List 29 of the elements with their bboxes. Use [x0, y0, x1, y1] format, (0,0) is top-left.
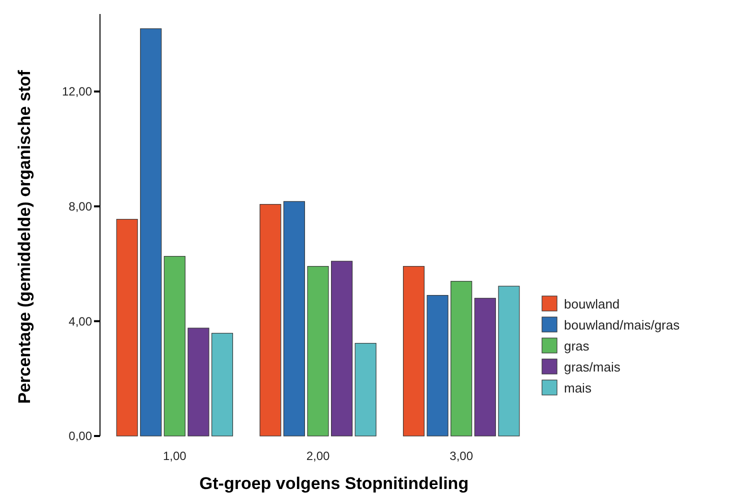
x-tick-label: 2,00 — [306, 449, 330, 463]
legend-label: gras/mais — [564, 360, 621, 375]
y-axis-title: Percentage (gemiddelde) organische stof — [15, 70, 34, 404]
y-tick-label: 12,00 — [62, 84, 92, 99]
y-tick-label: 8,00 — [68, 200, 92, 214]
x-tick-label: 1,00 — [162, 449, 187, 463]
legend-label: gras — [564, 338, 590, 354]
bar — [116, 218, 138, 436]
bar — [188, 328, 210, 436]
bar — [164, 256, 186, 436]
bar — [354, 342, 376, 436]
bar — [402, 266, 425, 436]
bar — [331, 260, 353, 436]
y-tick-label: 0,00 — [68, 429, 92, 444]
bar — [283, 201, 305, 436]
y-tick-label: 4,00 — [68, 314, 92, 328]
bar — [498, 286, 520, 436]
x-tick-label: 3,00 — [450, 449, 474, 463]
bar — [140, 28, 162, 436]
bar — [260, 204, 282, 436]
bar — [211, 332, 234, 436]
legend-label: bouwland/mais/gras — [564, 318, 680, 333]
bar — [307, 266, 329, 436]
bar — [426, 295, 448, 436]
bar — [474, 298, 496, 436]
bar — [450, 280, 472, 436]
x-axis-title: Gt-groep volgens Stopnitindeling — [199, 474, 469, 493]
legend-label: bouwland — [564, 296, 620, 312]
legend-label: mais — [564, 380, 592, 396]
